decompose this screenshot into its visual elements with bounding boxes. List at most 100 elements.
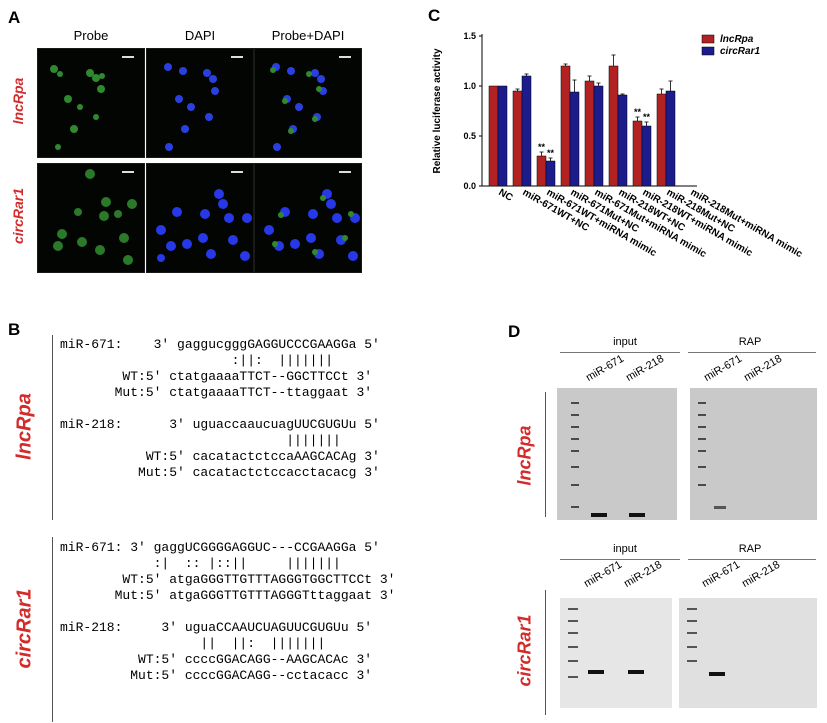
- row-label-lncrpa-wrap: lncRpa: [0, 48, 36, 158]
- panel-d-circrar1-label-wrap: circRar1: [505, 585, 545, 715]
- alignment-line: :||: |||||||: [60, 353, 334, 368]
- lane-label: miR-671: [702, 352, 745, 384]
- lane-label: miR-671: [584, 352, 627, 384]
- group-line-input-top: [560, 352, 680, 353]
- group-line-rap-top: [688, 352, 816, 353]
- alignment-line: WT:5' atgaGGGTTGTTTAGGGTGGCTTCCt 3': [60, 572, 396, 587]
- alignment-line: Mut:5' cacatactctccacctacacg 3': [60, 465, 380, 480]
- alignment-line: Mut:5' atgaGGGTTGTTTAGGGTttaggaat 3': [60, 588, 396, 603]
- row-label-circrar1: circRar1: [10, 187, 26, 245]
- group-label-rap-top: RAP: [738, 336, 762, 348]
- legend-label: circRar1: [720, 46, 760, 57]
- panel-d-divider-top: [545, 392, 546, 517]
- gel-circrar1-input: [560, 598, 672, 708]
- significance-label: **: [538, 142, 546, 152]
- bar-circRar1: [521, 75, 532, 187]
- gel-lncrpa-rap: [690, 388, 817, 520]
- panel-b-lncrpa-label: lncRpa: [13, 393, 36, 460]
- bar-lncRpa: [584, 80, 595, 187]
- group-label-rap-bottom: RAP: [738, 543, 762, 555]
- alignment-line: WT:5' ccccGGACAGG--AAGCACAc 3': [60, 652, 373, 667]
- micrograph-lncrpa-dapi: [146, 48, 254, 158]
- col-header-dapi: DAPI: [184, 28, 216, 43]
- alignment-line: || ||: |||||||: [60, 636, 326, 651]
- luciferase-bar-chart: 0.0 0.5 1.0 1.5 Relative luciferase activity…: [432, 31, 805, 260]
- y-tick-label: 1.5: [463, 31, 476, 41]
- bar-circRar1: [569, 91, 580, 187]
- lane-label: miR-671: [582, 558, 625, 590]
- panel-d-circrar1-label: circRar1: [514, 614, 535, 687]
- panel-b-letter: B: [8, 320, 21, 339]
- alignment-line: WT:5' cacatactctccaAAGCACAg 3': [60, 449, 380, 464]
- bar-lncRpa: [656, 93, 667, 187]
- legend-swatch: [701, 46, 715, 56]
- micrograph-circrar1-merge: [254, 163, 362, 273]
- bar-lncRpa: [608, 65, 619, 187]
- y-tick-label: 0.5: [463, 131, 476, 141]
- panel-b-divider-top: [52, 335, 53, 520]
- micrograph-circrar1-dapi: [146, 163, 254, 273]
- alignment-line: |||||||: [60, 433, 341, 448]
- bar-circRar1: [593, 85, 604, 187]
- significance-label: **: [634, 107, 642, 117]
- panel-b-lncrpa-label-wrap: lncRpa: [0, 335, 50, 520]
- lane-label: miR-218: [622, 558, 665, 590]
- alignment-line: miR-671: 3' gaggUCGGGGAGGUC---CCGAAGGa 5…: [60, 540, 380, 555]
- y-tick-label: 1.0: [463, 81, 476, 91]
- alignment-line: [60, 604, 395, 620]
- alignment-line: :| :: |::|| |||||||: [60, 556, 341, 571]
- significance-label: **: [547, 148, 555, 158]
- bar-circRar1: [545, 160, 556, 187]
- bar-circRar1: [665, 90, 676, 187]
- panel-c-letter: C: [428, 6, 441, 25]
- col-header-probe-dapi: Probe+DAPI: [271, 28, 345, 43]
- alignment-line: Mut:5' ccccGGACAGG--cctacacc 3': [60, 668, 373, 683]
- lane-label: miR-671: [700, 558, 743, 590]
- row-label-lncrpa: lncRpa: [10, 77, 26, 125]
- micrograph-circrar1-probe: [37, 163, 145, 273]
- panel-a-letter: A: [8, 8, 21, 27]
- gel-lncrpa-input: [557, 388, 677, 520]
- bar-circRar1: [641, 125, 652, 187]
- lane-label: miR-218: [742, 352, 785, 384]
- bar-lncRpa: [488, 85, 499, 187]
- group-line-input-bottom: [560, 559, 680, 560]
- bar-lncRpa: [512, 90, 523, 187]
- panel-d-lncrpa-label-wrap: lncRpa: [505, 390, 545, 520]
- panel-d-letter: D: [508, 322, 521, 341]
- alignment-line: miR-218: 3' uguaccaaucuagUUCGUGUu 5': [60, 417, 380, 432]
- col-header-probe: Probe: [73, 28, 109, 43]
- panel-d-lncrpa-label: lncRpa: [514, 425, 535, 486]
- lane-label: miR-218: [624, 352, 667, 384]
- alignment-line: Mut:5' ctatgaaaaTTCT--ttaggaat 3': [60, 385, 373, 400]
- bar-circRar1: [497, 85, 508, 187]
- panel-b-divider-bottom: [52, 537, 53, 722]
- group-label-input-bottom: input: [613, 543, 637, 555]
- row-label-circrar1-wrap: circRar1: [0, 163, 36, 273]
- legend-swatch: [701, 34, 715, 44]
- alignment-line: miR-671: 3' gaggucgggGAGGUCCCGAAGGa 5': [60, 337, 380, 352]
- legend-label: lncRpa: [720, 34, 754, 45]
- group-label-input-top: input: [613, 336, 637, 348]
- alignment-line: WT:5' ctatgaaaaTTCT--GGCTTCCt 3': [60, 369, 373, 384]
- significance-label: **: [643, 112, 651, 122]
- bar-lncRpa: [560, 65, 571, 187]
- y-axis-label: Relative luciferase activity: [432, 48, 443, 174]
- panel-b-circrar1-label-wrap: circRar1: [0, 537, 50, 722]
- lncrpa-alignment: miR-671: 3' gaggucgggGAGGUCCCGAAGGa 5' :…: [60, 337, 380, 481]
- micrograph-lncrpa-probe: [37, 48, 145, 158]
- bar-lncRpa: [536, 155, 547, 187]
- alignment-line: [60, 401, 380, 417]
- panel-d-divider-bottom: [545, 590, 546, 715]
- micrograph-lncrpa-merge: [254, 48, 362, 158]
- x-tick-label: NC: [497, 187, 515, 204]
- bar-circRar1: [617, 94, 628, 187]
- bar-lncRpa: [632, 120, 643, 187]
- panel-b-circrar1-label: circRar1: [13, 588, 36, 669]
- lane-label: miR-218: [740, 558, 783, 590]
- y-tick-label: 0.0: [463, 181, 476, 191]
- alignment-line: miR-218: 3' uguaCCAAUCUAGUUCGUGUu 5': [60, 620, 373, 635]
- group-line-rap-bottom: [688, 559, 816, 560]
- circrar1-alignment: miR-671: 3' gaggUCGGGGAGGUC---CCGAAGGa 5…: [60, 540, 395, 684]
- gel-circrar1-rap: [679, 598, 817, 708]
